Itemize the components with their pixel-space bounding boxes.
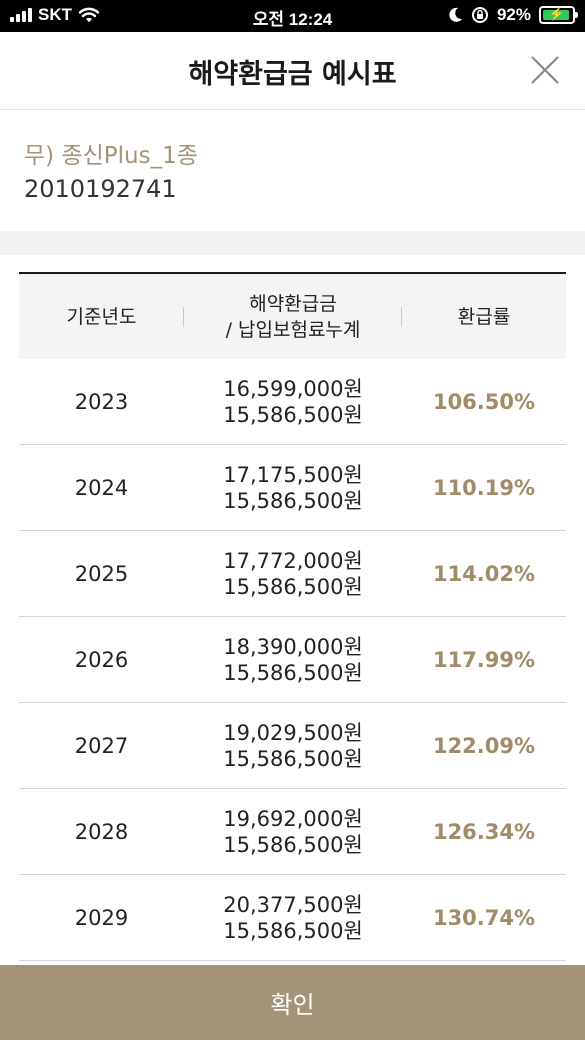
row-amount: 17,175,500원 15,586,500원 (184, 462, 402, 514)
close-icon (531, 56, 559, 84)
table-row: 2029 20,377,500원 15,586,500원 130.74% (19, 875, 566, 961)
refund-table: 기준년도 해약환급금 / 납입보험료누계 환급률 2023 16,599,000… (19, 272, 566, 961)
page-title: 해약환급금 예시표 (188, 59, 397, 90)
row-year: 2023 (74, 389, 129, 414)
battery-fill (543, 10, 569, 20)
row-refund: 19,029,500원 (223, 720, 363, 745)
status-right: 92% ⚡ (449, 5, 578, 25)
row-year: 2028 (74, 819, 129, 844)
row-refund: 16,599,000원 (223, 376, 363, 401)
wifi-icon (78, 7, 100, 22)
signal-icon (10, 8, 32, 22)
row-paid: 15,586,500원 (223, 660, 363, 685)
carrier-label: SKT (38, 5, 72, 24)
header-year: 기준년도 (19, 304, 184, 330)
table-row: 2028 19,692,000원 15,586,500원 126.34% (19, 789, 566, 875)
row-amount: 19,692,000원 15,586,500원 (184, 806, 402, 858)
header-amount-line1: 해약환급금 (249, 292, 337, 315)
header-amount-line2: / 납입보험료누계 (225, 318, 361, 341)
close-button[interactable] (529, 54, 561, 86)
row-paid: 15,586,500원 (223, 488, 363, 513)
row-paid: 15,586,500원 (223, 402, 363, 427)
row-rate: 106.50% (432, 389, 536, 414)
table-row: 2026 18,390,000원 15,586,500원 117.99% (19, 617, 566, 703)
row-year: 2024 (74, 475, 129, 500)
table-row: 2023 16,599,000원 15,586,500원 106.50% (19, 359, 566, 445)
row-refund: 20,377,500원 (223, 892, 363, 917)
row-rate: 122.09% (432, 733, 536, 758)
row-amount: 17,772,000원 15,586,500원 (184, 548, 402, 600)
row-amount: 16,599,000원 15,586,500원 (184, 376, 402, 428)
table-header: 기준년도 해약환급금 / 납입보험료누계 환급률 (19, 274, 566, 359)
row-amount: 20,377,500원 15,586,500원 (184, 892, 402, 944)
row-paid: 15,586,500원 (223, 918, 363, 943)
row-refund: 17,772,000원 (223, 548, 363, 573)
header-amount: 해약환급금 / 납입보험료누계 (184, 291, 402, 343)
section-divider (0, 231, 585, 255)
product-info: 무) 종신Plus_1종 2010192741 (0, 111, 585, 231)
battery-icon: ⚡ (539, 6, 578, 24)
row-year: 2027 (74, 733, 129, 758)
table-row: 2025 17,772,000원 15,586,500원 114.02% (19, 531, 566, 617)
table-row: 2027 19,029,500원 15,586,500원 122.09% (19, 703, 566, 789)
row-amount: 18,390,000원 15,586,500원 (184, 634, 402, 686)
battery-percent: 92% (496, 5, 531, 24)
row-rate: 114.02% (432, 561, 536, 586)
row-paid: 15,586,500원 (223, 574, 363, 599)
row-year: 2026 (74, 647, 129, 672)
moon-icon (449, 7, 462, 22)
header-rate: 환급률 (457, 305, 511, 328)
row-refund: 18,390,000원 (223, 634, 363, 659)
product-name: 무) 종신Plus_1종 (24, 143, 198, 169)
contract-number: 2010192741 (24, 175, 177, 203)
row-rate: 126.34% (432, 819, 536, 844)
status-time: 오전 12:24 (252, 10, 333, 29)
row-rate: 110.19% (432, 475, 536, 500)
confirm-label: 확인 (270, 991, 315, 1019)
status-bar: SKT 오전 12:24 92% ⚡ (0, 0, 585, 32)
header: 해약환급금 예시표 (0, 32, 585, 110)
charging-bolt-icon: ⚡ (548, 6, 566, 21)
table-row: 2024 17,175,500원 15,586,500원 110.19% (19, 445, 566, 531)
row-year: 2029 (74, 905, 129, 930)
confirm-button[interactable]: 확인 (0, 965, 585, 1040)
row-amount: 19,029,500원 15,586,500원 (184, 720, 402, 772)
row-paid: 15,586,500원 (223, 832, 363, 857)
row-year: 2025 (74, 561, 129, 586)
rotation-lock-icon (471, 7, 488, 23)
row-rate: 117.99% (432, 647, 536, 672)
row-rate: 130.74% (432, 905, 536, 930)
row-refund: 19,692,000원 (223, 806, 363, 831)
row-paid: 15,586,500원 (223, 746, 363, 771)
status-left: SKT (10, 5, 100, 25)
row-refund: 17,175,500원 (223, 462, 363, 487)
